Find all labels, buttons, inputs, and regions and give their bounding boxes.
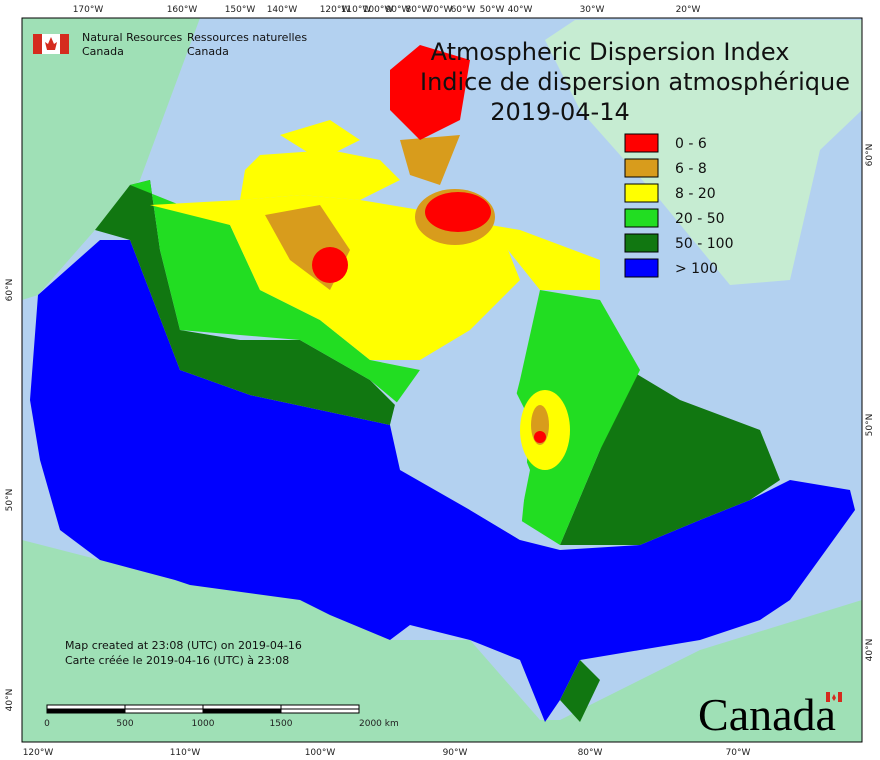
graticule-label: 150°W: [225, 5, 256, 15]
zone-red: [534, 431, 546, 443]
graticule-label: 60°N: [865, 144, 875, 167]
graticule-label: 40°N: [5, 689, 15, 712]
agency-name: Canada: [187, 45, 229, 58]
scale-segment: [46, 708, 126, 714]
zone-dark-green: [560, 660, 600, 722]
wordmark-text: Canada: [698, 689, 836, 740]
flag: [33, 34, 42, 54]
graticule-label: 70°W: [428, 5, 453, 15]
scale-segment: [124, 704, 204, 710]
title: Indice de dispersion atmosphérique: [420, 68, 850, 96]
zone-yellow: [240, 150, 400, 200]
zone-red: [425, 192, 491, 232]
graticule-label: 30°W: [580, 5, 605, 15]
map-frame: [21, 17, 863, 743]
scale-segment: [124, 708, 204, 714]
map: [21, 17, 863, 743]
legend-label: 0 - 6: [675, 136, 707, 152]
zone-orange: [400, 135, 460, 185]
graticule-label: 100°W: [363, 5, 394, 15]
wordmark: Canada: [698, 689, 842, 740]
graticule-label: 110°W: [170, 748, 201, 758]
legend-swatch: [624, 133, 659, 153]
flag: [826, 692, 830, 702]
title: Atmospheric Dispersion Index: [431, 38, 790, 66]
graticule-label: 70°W: [726, 748, 751, 758]
graticule: 170°W 160°W 150°W 140°W 120°W110°W100°W90°W8…: [5, 5, 875, 758]
date: 2019-04-14: [490, 98, 629, 126]
legend-swatch: [624, 158, 659, 178]
legend-swatch: [624, 208, 659, 228]
scale-segment: [280, 704, 360, 710]
scale-label: 0: [44, 719, 50, 729]
hudson-bay: [390, 360, 530, 540]
legend-label: > 100: [675, 261, 718, 277]
note: Map created at 23:08 (UTC) on 2019-04-16: [65, 639, 302, 652]
legend: 0 - 6 6 - 8 8 - 20 20 - 50 50 - 100 > 100: [624, 133, 734, 278]
legend-label: 8 - 20: [675, 186, 716, 202]
zone-green: [510, 290, 640, 545]
graticule-label: 110°W: [341, 5, 372, 15]
graticule-label: 160°W: [167, 5, 198, 15]
legend-label: 50 - 100: [675, 236, 734, 252]
agency-name: Natural Resources: [82, 31, 183, 44]
graticule-label: 140°W: [267, 5, 298, 15]
graticule-label: 120°W: [23, 748, 54, 758]
graticule-label: 60°W: [451, 5, 476, 15]
greenland: [545, 20, 862, 285]
graticule-label: 40°W: [508, 5, 533, 15]
zone-red: [390, 45, 470, 140]
graticule-label: 20°W: [676, 5, 701, 15]
scale-segment: [202, 708, 282, 714]
graticule-label: 120°W: [320, 5, 351, 15]
zone-blue: [30, 240, 855, 722]
agency: Natural Resources Canada Ressources natu…: [33, 31, 307, 58]
graticule-label: 40°N: [865, 639, 875, 662]
agency-name: Canada: [82, 45, 124, 58]
graticule-label: 50°N: [5, 489, 15, 512]
legend-label: 20 - 50: [675, 211, 725, 227]
zone-green: [130, 180, 420, 405]
flag-leaf: [45, 37, 57, 50]
scale-segment: [202, 704, 282, 710]
graticule-label: 100°W: [305, 748, 336, 758]
legend-label: 6 - 8: [675, 161, 707, 177]
scale-segment: [280, 708, 360, 714]
graticule-label: 80°W: [406, 5, 431, 15]
zone-red: [312, 247, 348, 283]
legend-swatch: [624, 258, 659, 278]
flag-leaf: [832, 694, 836, 701]
note: Carte créée le 2019-04-16 (UTC) à 23:08: [65, 654, 289, 667]
legend-swatch: [624, 183, 659, 203]
flag: [838, 692, 842, 702]
zone-yellow: [280, 120, 360, 160]
scale-label: 1500: [270, 719, 293, 729]
graticule-label: 80°W: [578, 748, 603, 758]
scale-label: 2000 km: [359, 719, 399, 729]
agency-name: Ressources naturelles: [187, 31, 307, 44]
scale-segment: [46, 704, 126, 710]
zone-yellow: [430, 215, 600, 290]
graticule-label: 50°W: [480, 5, 505, 15]
graticule-label: 60°N: [5, 279, 15, 302]
foreign-land: [22, 18, 200, 300]
scale-label: 500: [116, 719, 133, 729]
graticule-label: 50°N: [865, 414, 875, 437]
scale-label: 1000: [192, 719, 215, 729]
scale-bar: 0 500 1000 1500 2000 km: [44, 704, 399, 729]
zone-dark-green: [95, 180, 395, 425]
graticule-label: 170°W: [73, 5, 104, 15]
flag: [60, 34, 69, 54]
graticule-label: 90°W: [443, 748, 468, 758]
graticule-label: 90°W: [386, 5, 411, 15]
legend-swatch: [624, 233, 659, 253]
